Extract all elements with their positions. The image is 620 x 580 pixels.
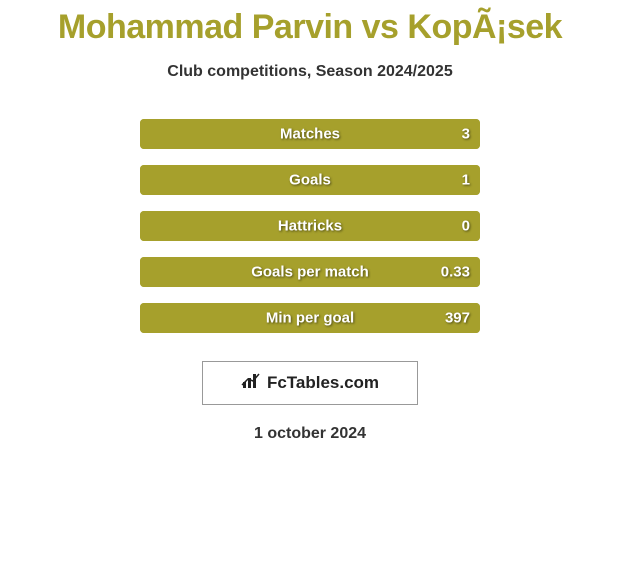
page-subtitle: Club competitions, Season 2024/2025 bbox=[0, 63, 620, 81]
page-title: Mohammad Parvin vs KopÃ¡sek bbox=[0, 0, 620, 47]
bar-container: Goals 1 bbox=[140, 165, 480, 195]
chart-icon bbox=[241, 372, 263, 395]
bar-value: 397 bbox=[445, 310, 470, 327]
bar-value: 0.33 bbox=[441, 264, 470, 281]
chart-area: Matches 3 Goals 1 Hattricks 0 Goals per … bbox=[0, 111, 620, 341]
stat-row: Goals 1 bbox=[0, 157, 620, 203]
logo-box: FcTables.com bbox=[202, 361, 418, 405]
bar-container: Hattricks 0 bbox=[140, 211, 480, 241]
bar-label: Hattricks bbox=[278, 218, 342, 235]
bar-value: 3 bbox=[462, 126, 470, 143]
stat-row: Goals per match 0.33 bbox=[0, 249, 620, 295]
stat-row: Min per goal 397 bbox=[0, 295, 620, 341]
bar-container: Matches 3 bbox=[140, 119, 480, 149]
bar-container: Min per goal 397 bbox=[140, 303, 480, 333]
bar-label: Goals bbox=[289, 172, 331, 189]
bar-label: Goals per match bbox=[251, 264, 369, 281]
bar-label: Matches bbox=[280, 126, 340, 143]
bar-label: Min per goal bbox=[266, 310, 354, 327]
stat-row: Hattricks 0 bbox=[0, 203, 620, 249]
logo-text: FcTables.com bbox=[267, 373, 379, 393]
bar-container: Goals per match 0.33 bbox=[140, 257, 480, 287]
bar-value: 0 bbox=[462, 218, 470, 235]
stat-row: Matches 3 bbox=[0, 111, 620, 157]
footer-date: 1 october 2024 bbox=[0, 425, 620, 443]
bar-value: 1 bbox=[462, 172, 470, 189]
